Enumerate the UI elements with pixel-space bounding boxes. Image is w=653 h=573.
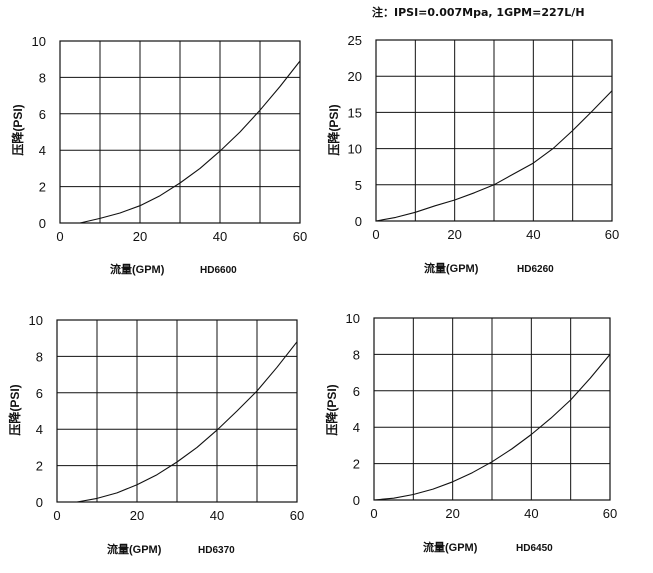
plot-frame <box>373 317 611 501</box>
x-axis-label: 流量(GPM) <box>423 540 478 554</box>
chart-hd6600: 0 2 4 6 8 10 0 20 40 60 压降(PSI) 流量(GPM) HD6600 <box>10 34 307 276</box>
pressure-drop-curve <box>373 354 611 501</box>
plot-frame <box>375 39 613 222</box>
y-tick-label: 6 <box>353 384 360 399</box>
x-axis-label: 流量(GPM) <box>424 261 479 275</box>
chart-hd6450: 0 2 4 6 8 10 0 20 40 60 压降(PSI) 流量(GPM) HD6450 <box>324 311 617 554</box>
x-tick-label: 0 <box>53 508 60 523</box>
y-tick-label: 8 <box>353 347 360 362</box>
x-tick-label: 40 <box>524 506 538 521</box>
x-tick-label: 0 <box>372 227 379 242</box>
y-tick-label: 0 <box>39 216 46 231</box>
y-tick-label: 10 <box>348 142 362 157</box>
y-axis-label: 压降(PSI) <box>326 104 341 155</box>
x-tick-label: 60 <box>605 227 619 242</box>
x-tick-label: 40 <box>210 508 224 523</box>
y-tick-label: 0 <box>353 493 360 508</box>
x-tick-label: 20 <box>447 227 461 242</box>
model-label: HD6370 <box>198 545 235 556</box>
unit-conversion-note: 注：IPSI=0.007Mpa, 1GPM=227L/H <box>372 6 585 19</box>
x-tick-label: 20 <box>130 508 144 523</box>
y-tick-label: 0 <box>355 214 362 229</box>
y-axis-label: 压降(PSI) <box>10 104 25 155</box>
y-tick-label: 6 <box>39 107 46 122</box>
y-tick-label: 10 <box>29 313 43 328</box>
x-tick-label: 20 <box>445 506 459 521</box>
plot-frame <box>56 319 298 503</box>
x-tick-label: 20 <box>133 229 147 244</box>
y-tick-label: 2 <box>353 457 360 472</box>
y-tick-label: 10 <box>32 34 46 49</box>
x-axis-label: 流量(GPM) <box>107 542 162 556</box>
y-tick-label: 2 <box>36 459 43 474</box>
y-tick-label: 2 <box>39 180 46 195</box>
y-tick-label: 8 <box>39 70 46 85</box>
y-tick-label: 4 <box>36 422 43 437</box>
y-tick-label: 5 <box>355 178 362 193</box>
x-tick-label: 60 <box>603 506 617 521</box>
y-tick-label: 4 <box>353 420 360 435</box>
y-axis-label: 压降(PSI) <box>7 384 22 435</box>
chart-hd6370: 0 2 4 6 8 10 0 20 40 60 压降(PSI) 流量(GPM) HD6370 <box>7 313 304 556</box>
model-label: HD6450 <box>516 543 553 554</box>
y-tick-label: 8 <box>36 349 43 364</box>
y-tick-label: 20 <box>348 69 362 84</box>
pressure-drop-curve <box>79 60 301 224</box>
x-tick-label: 60 <box>290 508 304 523</box>
pressure-drop-curve <box>76 341 298 503</box>
y-tick-label: 4 <box>39 143 46 158</box>
model-label: HD6600 <box>200 265 237 276</box>
y-tick-label: 6 <box>36 386 43 401</box>
x-tick-label: 40 <box>213 229 227 244</box>
y-tick-label: 25 <box>348 33 362 48</box>
x-tick-label: 0 <box>370 506 377 521</box>
pressure-drop-curve <box>375 90 613 222</box>
x-tick-label: 60 <box>293 229 307 244</box>
y-tick-label: 10 <box>346 311 360 326</box>
y-axis-label: 压降(PSI) <box>324 384 339 435</box>
y-tick-label: 15 <box>348 105 362 120</box>
model-label: HD6260 <box>517 264 554 275</box>
x-tick-label: 40 <box>526 227 540 242</box>
x-axis-label: 流量(GPM) <box>110 262 165 276</box>
x-tick-label: 0 <box>56 229 63 244</box>
plot-frame <box>59 40 301 224</box>
y-tick-label: 0 <box>36 495 43 510</box>
chart-hd6260: 0 5 10 15 20 25 0 20 40 60 压降(PSI) 流量(GPM) HD6260 <box>326 33 619 275</box>
